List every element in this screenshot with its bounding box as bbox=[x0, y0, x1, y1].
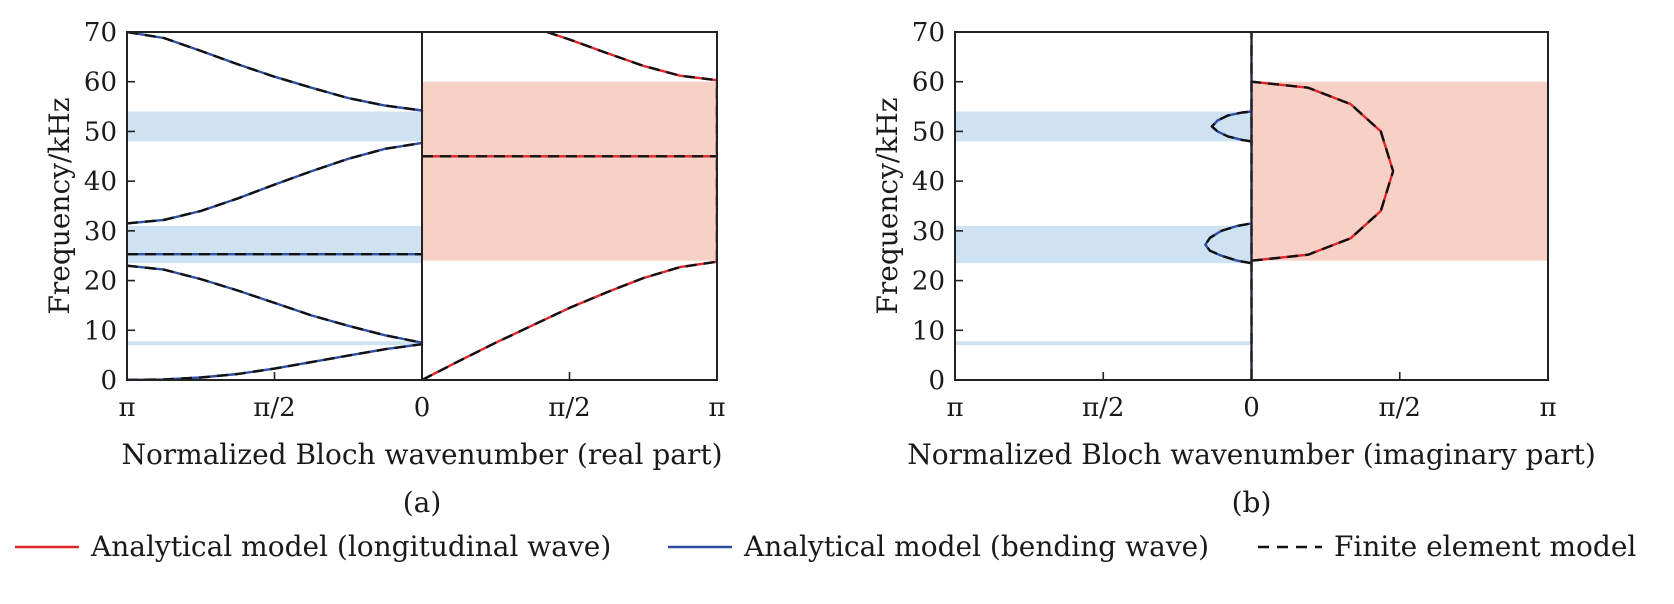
panel-b-ytick-label: 0 bbox=[928, 366, 945, 396]
panel-a-series-fe-3 bbox=[127, 141, 423, 225]
panel-b-xtick-label: π/2 bbox=[1379, 393, 1421, 423]
panel-a-ytick-label: 20 bbox=[84, 267, 117, 297]
panel-a-xtick-label: π/2 bbox=[548, 393, 590, 423]
panel-b-ytick-label: 30 bbox=[912, 217, 945, 247]
panel-b-longitudinal-bandgap-0 bbox=[1251, 81, 1548, 261]
panel-a-series-longitudinal-7 bbox=[545, 32, 717, 82]
panel-b-bending-bandgap-0 bbox=[955, 111, 1252, 142]
panel-a-xlabel: Normalized Bloch wavenumber (real part) bbox=[121, 438, 722, 471]
panel-b-ytick-label: 10 bbox=[912, 316, 945, 346]
panel-a-ytick-label: 60 bbox=[84, 68, 117, 98]
panel-a-series-fe-4 bbox=[127, 32, 423, 112]
panel-a-ytick-label: 50 bbox=[84, 117, 117, 147]
panel-a-series-bending-3 bbox=[127, 141, 424, 225]
legend-label-longitudinal: Analytical model (longitudinal wave) bbox=[90, 530, 611, 563]
panel-b-xtick-label: 0 bbox=[1243, 393, 1260, 423]
panel-a-ytick-label: 40 bbox=[84, 167, 117, 197]
panel-a-bending-bandgap-1 bbox=[127, 225, 422, 264]
panel-b-xtick-label: π/2 bbox=[1082, 393, 1124, 423]
panel-a-bending-bandgap-0 bbox=[127, 111, 422, 142]
panel-a-xtick-label: π bbox=[118, 393, 135, 423]
panel-a-bending-bandgap-2 bbox=[127, 341, 422, 346]
panel-b-series-fe-0 bbox=[1210, 110, 1252, 143]
panel-a-ytick-label: 30 bbox=[84, 217, 117, 247]
panel-a-series-bending-1 bbox=[127, 264, 424, 344]
legend-label-bending: Analytical model (bending wave) bbox=[743, 530, 1209, 563]
panel-a-series-longitudinal-5 bbox=[420, 260, 717, 380]
panel-b-panel-label: (b) bbox=[1232, 486, 1272, 519]
panel-b-ytick-label: 70 bbox=[912, 18, 945, 48]
panel-b: 0 10 20 30 40 50 60 70 π π/2 0 π/2 π Normalized Bloch… bbox=[871, 18, 1596, 519]
panel-a-panel-label: (a) bbox=[403, 486, 442, 519]
panel-b-series-fe-1 bbox=[1204, 222, 1252, 265]
panel-a: 0 10 20 30 40 50 60 70 π π/2 0 π/2 π Normalized Bloch… bbox=[43, 18, 726, 519]
legend: Analytical model (longitudinal wave) Anal… bbox=[15, 530, 1636, 563]
legend-label-fe: Finite element model bbox=[1334, 530, 1636, 563]
panel-a-ytick-label: 0 bbox=[100, 366, 117, 396]
panel-a-xtick-label: π bbox=[708, 393, 725, 423]
panel-b-ytick-label: 50 bbox=[912, 117, 945, 147]
panel-b-bending-bandgap-1 bbox=[955, 225, 1252, 264]
panel-b-bending-bandgap-2 bbox=[955, 341, 1252, 346]
panel-a-series-group bbox=[127, 32, 717, 380]
panel-a-ytick-label: 10 bbox=[84, 316, 117, 346]
panel-a-series-fe-7 bbox=[546, 32, 717, 82]
panel-a-series-fe-5 bbox=[421, 260, 717, 380]
panel-b-series-fe-3 bbox=[1251, 80, 1395, 262]
panel-b-ytick-label: 40 bbox=[912, 167, 945, 197]
panel-a-series-bending-4 bbox=[127, 32, 424, 112]
panel-a-longitudinal-bandgap-0 bbox=[422, 81, 717, 261]
panel-b-xtick-label: π bbox=[946, 393, 963, 423]
panel-b-ytick-label: 60 bbox=[912, 68, 945, 98]
panel-a-xtick-label: 0 bbox=[414, 393, 431, 423]
panel-a-series-fe-0 bbox=[127, 343, 423, 380]
panel-a-xtick-label: π/2 bbox=[253, 393, 295, 423]
panel-b-xlabel: Normalized Bloch wavenumber (imaginary p… bbox=[907, 438, 1596, 471]
panel-b-xtick-label: π bbox=[1539, 393, 1556, 423]
panel-b-ylabel: Frequency/kHz bbox=[871, 97, 904, 314]
panel-a-ylabel: Frequency/kHz bbox=[43, 97, 76, 314]
panel-b-ytick-label: 20 bbox=[912, 267, 945, 297]
panel-a-series-fe-1 bbox=[127, 264, 423, 344]
panel-a-ytick-label: 70 bbox=[84, 18, 117, 48]
